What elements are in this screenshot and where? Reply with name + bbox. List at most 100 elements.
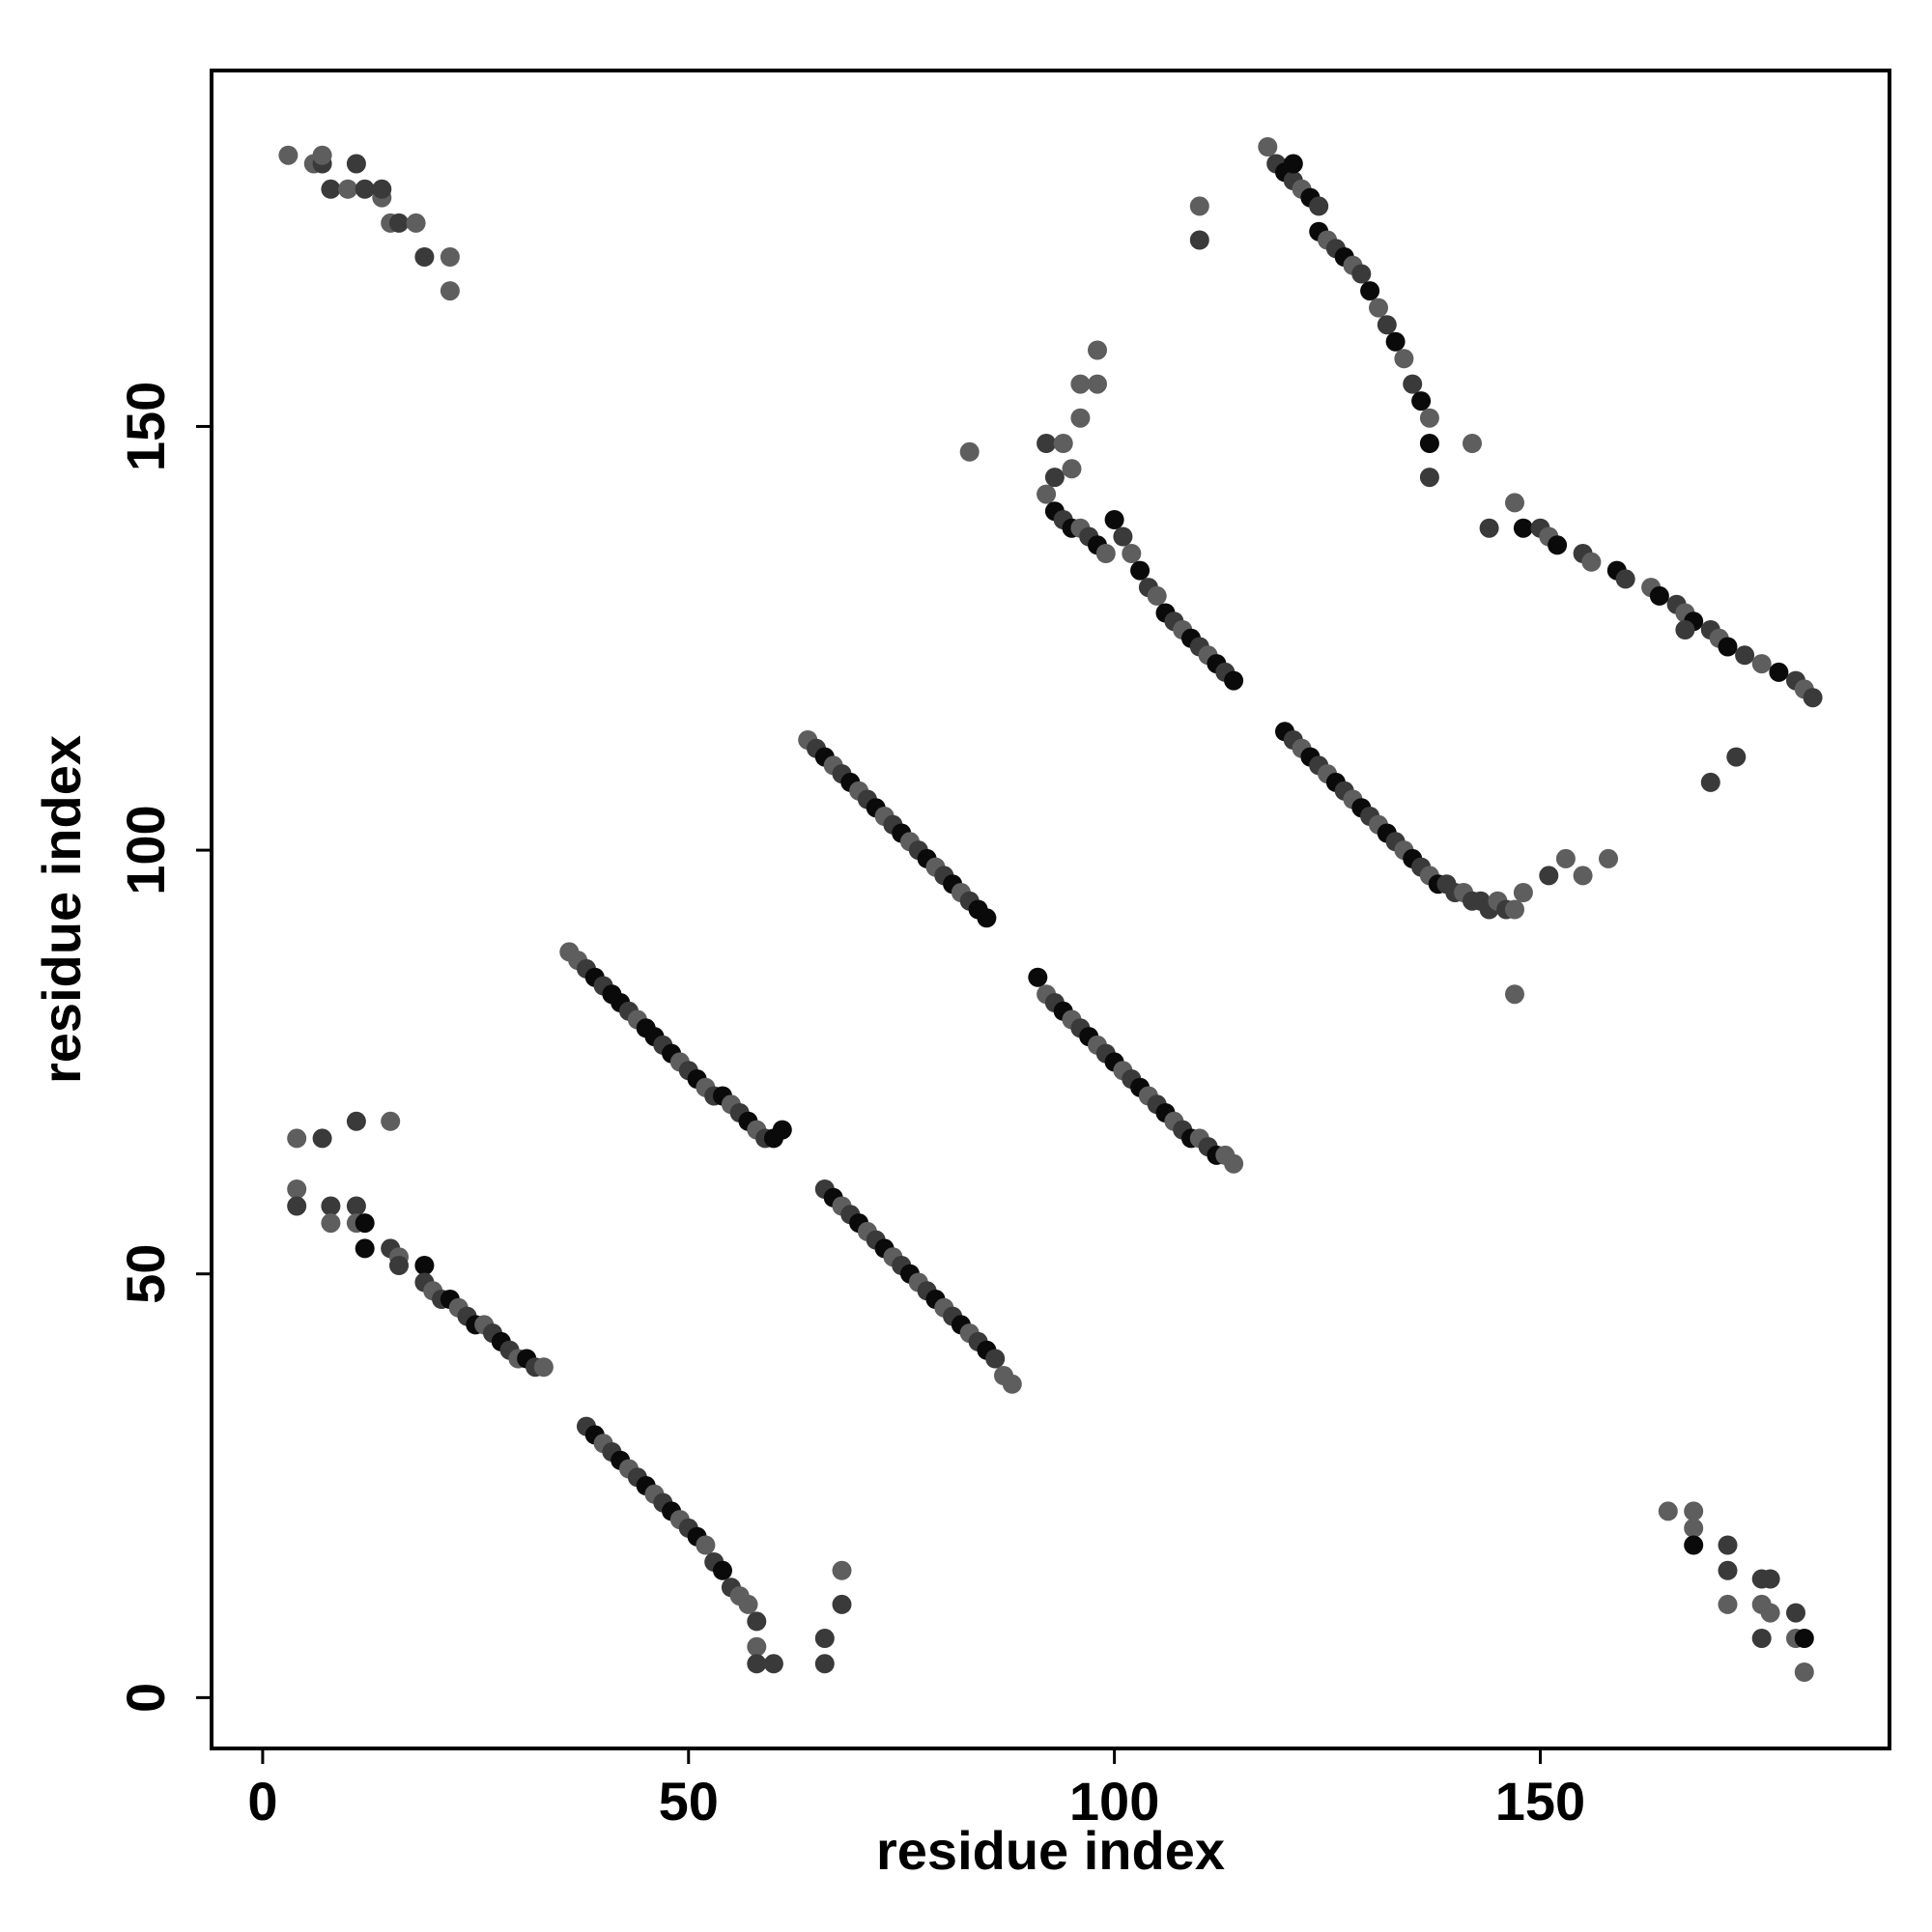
y-tick-label: 150 — [115, 382, 176, 471]
data-point — [1070, 374, 1091, 394]
data-point — [772, 1120, 792, 1140]
data-point — [1113, 526, 1133, 547]
data-point — [381, 1111, 401, 1131]
data-point — [389, 213, 409, 233]
data-point — [440, 247, 460, 267]
data-point — [1411, 391, 1432, 412]
data-point — [1351, 264, 1372, 284]
data-point — [1147, 585, 1167, 606]
data-point — [1615, 569, 1635, 589]
data-point — [1189, 196, 1209, 216]
data-point — [814, 1654, 835, 1674]
x-tick-label: 50 — [659, 1771, 719, 1832]
data-point — [372, 179, 392, 199]
data-point — [1718, 1594, 1738, 1614]
data-point — [1095, 544, 1116, 563]
data-points — [278, 137, 1823, 1682]
data-point — [1548, 535, 1568, 555]
data-point — [713, 1560, 732, 1580]
data-point — [287, 1128, 307, 1149]
x-tick-label: 100 — [1069, 1771, 1159, 1832]
data-point — [1735, 645, 1755, 666]
data-point — [1130, 560, 1151, 581]
data-point — [1088, 340, 1107, 360]
data-point — [355, 179, 375, 199]
data-point — [1403, 374, 1423, 394]
data-point — [1684, 1535, 1704, 1555]
data-point — [1726, 747, 1747, 767]
x-axis-ticks: 0 50 100 150 — [247, 1748, 1585, 1832]
data-point — [1505, 899, 1524, 920]
x-tick-label: 0 — [247, 1771, 277, 1832]
data-point — [1377, 315, 1397, 335]
data-point — [1360, 281, 1380, 301]
data-point — [1479, 518, 1499, 538]
plot-frame — [210, 69, 1891, 1750]
data-point — [440, 281, 460, 301]
data-point — [321, 179, 341, 199]
data-point — [1539, 866, 1559, 886]
data-point — [1751, 654, 1772, 674]
data-point — [1718, 1560, 1738, 1580]
data-point — [1002, 1374, 1022, 1394]
data-point — [406, 213, 426, 233]
data-point — [1684, 1501, 1704, 1521]
data-point — [1044, 468, 1065, 488]
data-point — [1224, 670, 1244, 691]
data-point — [1513, 883, 1533, 902]
data-point — [1760, 1603, 1780, 1623]
data-point — [1581, 552, 1602, 572]
data-point — [1684, 1518, 1704, 1538]
data-point — [1419, 408, 1439, 428]
data-point — [1573, 866, 1593, 886]
data-point — [1189, 230, 1209, 250]
data-point — [977, 908, 997, 928]
data-point — [1700, 772, 1720, 792]
data-point — [533, 1357, 554, 1378]
data-point — [1505, 493, 1524, 513]
data-point — [763, 1654, 783, 1674]
data-point — [1070, 408, 1091, 428]
data-point — [346, 1111, 366, 1131]
data-point — [287, 1196, 307, 1216]
data-point — [747, 1611, 767, 1632]
data-point — [1088, 374, 1107, 394]
data-point — [1675, 620, 1695, 639]
data-point — [1385, 331, 1406, 352]
data-point — [1658, 1501, 1678, 1521]
data-point — [1037, 484, 1057, 504]
data-point — [738, 1594, 758, 1614]
data-point — [1028, 967, 1048, 987]
data-point — [1803, 688, 1823, 708]
data-point — [278, 145, 298, 165]
y-tick-label: 0 — [115, 1683, 176, 1713]
data-point — [321, 1196, 341, 1216]
data-point — [696, 1535, 716, 1555]
data-point — [1419, 468, 1439, 488]
data-point — [814, 1629, 835, 1648]
data-point — [747, 1636, 767, 1657]
data-point — [355, 1213, 375, 1234]
data-point — [1769, 662, 1789, 682]
data-point — [414, 1256, 435, 1275]
x-axis-label: residue index — [876, 1820, 1225, 1881]
data-point — [1037, 434, 1057, 453]
data-point — [312, 145, 332, 165]
y-tick-label: 50 — [115, 1244, 176, 1304]
data-point — [1555, 848, 1576, 868]
data-point — [1751, 1629, 1772, 1648]
data-point — [1122, 544, 1142, 563]
data-point — [338, 179, 358, 199]
data-point — [1224, 1153, 1244, 1174]
data-point — [1599, 848, 1618, 868]
data-point — [1505, 984, 1524, 1005]
data-point — [1794, 1662, 1814, 1682]
data-point — [985, 1349, 1006, 1369]
data-point — [959, 441, 980, 462]
data-point — [1463, 434, 1482, 453]
y-axis-ticks: 0 50 100 150 — [115, 382, 212, 1713]
data-point — [287, 1179, 307, 1199]
y-tick-label: 100 — [115, 805, 176, 895]
data-point — [1786, 1603, 1805, 1623]
